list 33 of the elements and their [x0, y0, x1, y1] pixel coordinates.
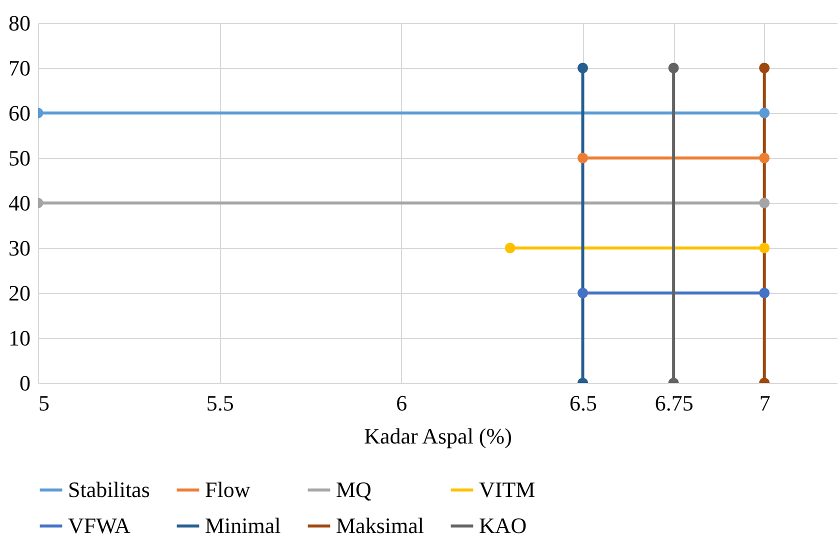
point: [578, 288, 588, 298]
y-tick-label: 10: [8, 326, 30, 350]
legend-label: KAO: [479, 513, 527, 538]
y-tick-label: 40: [8, 190, 30, 216]
point: [578, 152, 588, 164]
point: [759, 152, 770, 164]
y-tick-label: 80: [8, 10, 30, 36]
legend-label: Flow: [205, 477, 250, 502]
point: [759, 242, 770, 254]
y-tick-label: 0: [20, 370, 30, 396]
legend-label: MQ: [336, 477, 372, 502]
point: [759, 288, 770, 298]
x-tick-label: 5: [38, 390, 50, 416]
x-tick-label: 6.75: [654, 390, 694, 416]
point: [504, 242, 516, 254]
point: [668, 62, 679, 74]
y-tick-label: 50: [8, 146, 30, 170]
y-tick-label: 60: [8, 100, 30, 126]
legend-label: VFWA: [68, 513, 130, 538]
legend-label: Minimal: [205, 513, 281, 538]
y-tick-label: 30: [8, 236, 30, 260]
legend-label: VITM: [479, 477, 536, 502]
point: [759, 62, 770, 74]
x-axis-title: Kadar Aspal (%): [364, 424, 512, 448]
legend-label: Maksimal: [336, 513, 424, 538]
point: [578, 62, 588, 74]
x-tick-label: 7: [759, 390, 770, 416]
x-tick-label: 6.5: [570, 390, 598, 416]
x-tick-label: 5.5: [206, 390, 234, 416]
y-tick-label: 20: [8, 280, 30, 306]
y-tick-label: 70: [8, 56, 30, 80]
x-tick-label: 6: [396, 390, 408, 416]
legend-label: Stabilitas: [68, 477, 150, 502]
